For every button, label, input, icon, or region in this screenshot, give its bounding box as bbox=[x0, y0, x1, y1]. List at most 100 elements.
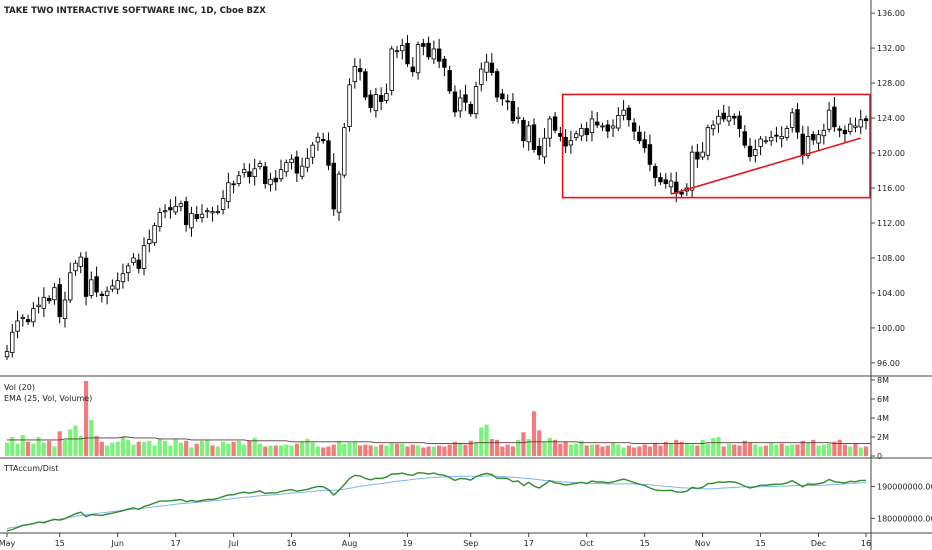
candle-body bbox=[257, 163, 263, 168]
consolidation-box[interactable] bbox=[561, 93, 871, 199]
candle-body bbox=[853, 125, 858, 128]
candle-body bbox=[531, 124, 537, 150]
volume-bar bbox=[537, 430, 542, 456]
price-tick-label: 136.00 bbox=[877, 9, 905, 18]
candle-body bbox=[642, 139, 647, 149]
volume-bar bbox=[769, 442, 774, 456]
volume-bar bbox=[426, 446, 431, 456]
candle-body bbox=[837, 128, 842, 131]
time-tick-label: May bbox=[0, 539, 16, 548]
volume-bar bbox=[684, 443, 689, 456]
candle-body bbox=[415, 44, 421, 74]
ema-label: EMA (25, Vol, Volume) bbox=[4, 394, 92, 403]
volume-bar bbox=[252, 437, 257, 456]
volume-bar bbox=[410, 444, 415, 456]
volume-bar bbox=[220, 441, 226, 456]
volume-bar bbox=[463, 444, 468, 456]
volume-bar bbox=[115, 441, 120, 456]
candle-body bbox=[847, 123, 853, 133]
candle-body bbox=[394, 50, 400, 53]
volume-bar bbox=[310, 442, 315, 456]
volume-bar bbox=[700, 439, 705, 456]
candle-body bbox=[89, 279, 94, 296]
candle-body bbox=[647, 144, 653, 165]
candle-body bbox=[484, 61, 489, 73]
candle-body bbox=[679, 191, 684, 195]
volume-bar bbox=[273, 445, 278, 456]
candle-body bbox=[547, 118, 553, 139]
volume-bar bbox=[837, 439, 842, 456]
candle-body bbox=[631, 122, 637, 132]
volume-bar bbox=[774, 444, 779, 456]
volume-bar bbox=[300, 441, 305, 456]
candle-body bbox=[205, 210, 210, 213]
candle-body bbox=[10, 331, 15, 353]
candle-body bbox=[162, 210, 168, 213]
volume-bar bbox=[616, 444, 621, 456]
volume-bar bbox=[442, 446, 447, 456]
candle-body bbox=[226, 182, 231, 203]
volume-bar bbox=[563, 441, 568, 456]
candle-body bbox=[637, 131, 642, 142]
volume-bar bbox=[52, 446, 57, 456]
volume-bar bbox=[331, 444, 336, 456]
candle-body bbox=[20, 317, 26, 319]
accum-dist-pane bbox=[6, 471, 867, 532]
volume-bar bbox=[373, 446, 378, 456]
volume-bar bbox=[658, 445, 663, 456]
volume-bar bbox=[162, 440, 168, 456]
volume-bar bbox=[368, 445, 373, 456]
candle-body bbox=[368, 94, 373, 108]
volume-bar bbox=[199, 440, 205, 456]
candle-body bbox=[331, 162, 336, 210]
volume-bar bbox=[83, 380, 89, 456]
candle-body bbox=[452, 91, 458, 113]
volume-bar bbox=[226, 443, 231, 456]
volume-bar bbox=[321, 447, 326, 456]
candle-body bbox=[247, 171, 252, 178]
candle-body bbox=[241, 169, 247, 174]
candle-body bbox=[41, 296, 47, 309]
candle-body bbox=[268, 178, 273, 186]
volume-bar bbox=[479, 427, 484, 456]
volume-bar bbox=[642, 444, 647, 456]
volume-bar bbox=[552, 439, 558, 456]
candle-body bbox=[378, 95, 384, 102]
candle-body bbox=[436, 48, 442, 62]
candle-body bbox=[784, 128, 790, 138]
volume-bar bbox=[742, 440, 747, 456]
candle-body bbox=[347, 84, 352, 128]
candle-body bbox=[373, 94, 379, 112]
price-tick-label: 108.00 bbox=[877, 254, 905, 263]
volume-bar bbox=[484, 424, 489, 456]
volume-bar bbox=[521, 432, 526, 456]
candle-body bbox=[816, 134, 821, 144]
candle-body bbox=[104, 290, 110, 296]
volume-bar bbox=[357, 445, 363, 456]
candle-body bbox=[842, 129, 848, 135]
trend-line[interactable] bbox=[670, 137, 861, 195]
volume-bar bbox=[531, 411, 537, 456]
time-tick-label: 17 bbox=[171, 539, 181, 548]
candle-body bbox=[284, 162, 289, 173]
volume-bar bbox=[36, 437, 41, 456]
candle-body bbox=[220, 198, 226, 210]
candle-body bbox=[115, 280, 120, 290]
candle-body bbox=[716, 115, 721, 125]
candle-body bbox=[510, 101, 516, 122]
time-tick-label: 15 bbox=[640, 539, 650, 548]
volume-bar bbox=[589, 444, 595, 456]
candle-body bbox=[626, 107, 632, 121]
volume-bar bbox=[811, 439, 816, 456]
candle-body bbox=[310, 144, 315, 158]
candle-body bbox=[621, 109, 626, 116]
price-tick-label: 128.00 bbox=[877, 79, 905, 88]
price-tick-label: 96.00 bbox=[877, 359, 900, 368]
candle-body bbox=[173, 205, 178, 213]
volume-bar bbox=[848, 446, 853, 456]
candle-body bbox=[468, 104, 473, 115]
candle-body bbox=[231, 183, 236, 186]
volume-bar bbox=[120, 437, 126, 456]
volume-bar bbox=[141, 441, 147, 456]
